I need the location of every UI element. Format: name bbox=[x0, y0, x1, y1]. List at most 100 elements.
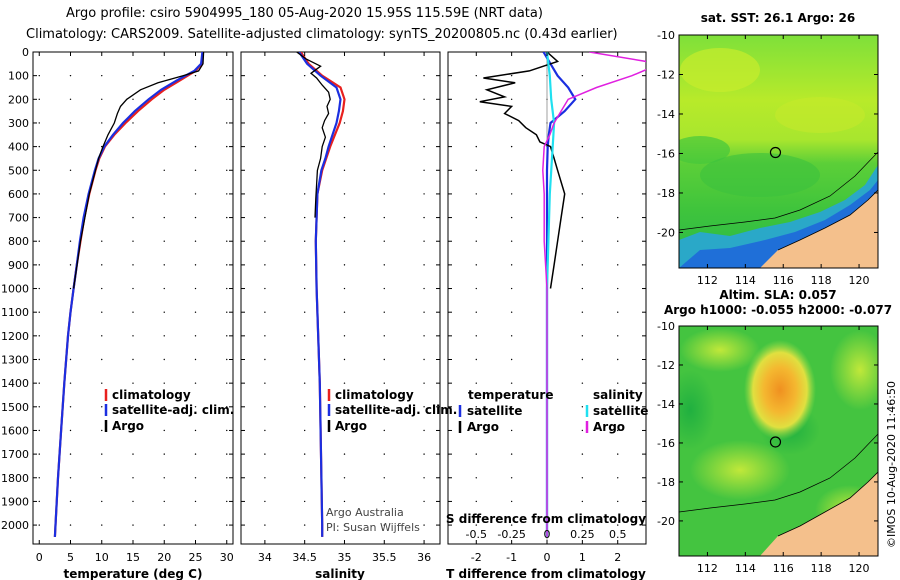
difference-grid-dot bbox=[617, 311, 619, 313]
depth-tick-label: 300 bbox=[8, 117, 29, 130]
temperature-grid-dot bbox=[163, 264, 165, 266]
temperature-grid-dot bbox=[194, 240, 197, 242]
difference-xtick-label: 2 bbox=[614, 551, 621, 564]
temperature-grid-dot bbox=[226, 453, 228, 455]
temperature-grid-dot bbox=[101, 311, 103, 313]
salinity-grid-dot bbox=[423, 264, 425, 266]
salinity-grid-dot bbox=[303, 98, 306, 101]
difference-grid-dot bbox=[617, 240, 619, 242]
temperature-grid-dot bbox=[163, 98, 165, 101]
temperature-xtick-label: 0 bbox=[36, 551, 43, 564]
temperature-grid-dot bbox=[194, 500, 197, 503]
sla-map-ytick-label: -10 bbox=[657, 320, 675, 333]
sla-map-xtick-label: 112 bbox=[697, 562, 718, 575]
salinity-line-satellite-adj--clim- bbox=[298, 52, 342, 537]
temperature-grid-dot bbox=[101, 287, 103, 290]
difference-grid-dot bbox=[581, 500, 584, 503]
salinity-grid-dot bbox=[343, 122, 346, 124]
depth-tick-label: 400 bbox=[8, 141, 29, 154]
difference-grid-dot bbox=[510, 382, 513, 384]
difference-grid-dot bbox=[475, 216, 477, 219]
sla-map-ytick-label: -12 bbox=[657, 359, 675, 372]
difference-grid-dot bbox=[475, 193, 477, 195]
temperature-grid-dot bbox=[194, 74, 197, 77]
temperature-xtick-label: 20 bbox=[157, 551, 171, 564]
temperature-grid-dot bbox=[101, 335, 103, 337]
temperature-grid-dot bbox=[194, 358, 197, 361]
salinity-grid-dot bbox=[423, 335, 425, 337]
salinity-grid-dot bbox=[383, 122, 385, 124]
temperature-grid-dot bbox=[69, 453, 72, 455]
depth-tick-label: 1800 bbox=[1, 472, 29, 485]
temperature-grid-dot bbox=[38, 524, 40, 526]
annotation-line2: PI: Susan Wijffels bbox=[326, 521, 420, 534]
salinity-grid-dot bbox=[264, 145, 266, 148]
depth-tick-label: 1900 bbox=[1, 495, 29, 508]
temperature-grid-dot bbox=[194, 145, 197, 148]
depth-tick-label: 900 bbox=[8, 259, 29, 272]
depth-tick-label: 1000 bbox=[1, 283, 29, 296]
difference-grid-dot bbox=[617, 500, 619, 503]
difference-grid-dot bbox=[510, 193, 513, 195]
temperature-xtick-label: 10 bbox=[95, 551, 109, 564]
temperature-grid-dot bbox=[194, 453, 197, 455]
temperature-xtick-label: 5 bbox=[67, 551, 74, 564]
difference-s-tick-label: -0.25 bbox=[497, 528, 525, 541]
temperature-grid-dot bbox=[163, 382, 165, 384]
difference-grid-dot bbox=[581, 524, 584, 526]
temperature-grid-dot bbox=[132, 216, 134, 219]
temperature-grid-dot bbox=[163, 193, 165, 195]
depth-axis: 0 100 200 300 400 500 600 700 800 900 1000 1100 1200… bbox=[1, 46, 646, 532]
difference-grid-dot bbox=[617, 287, 619, 290]
salinity-xtick-label: 35.5 bbox=[372, 551, 397, 564]
difference-grid-dot bbox=[510, 453, 513, 455]
temperature-grid-dot bbox=[226, 264, 228, 266]
salinity-grid-dot bbox=[423, 122, 425, 124]
legend-label-t-satellite: satellite bbox=[467, 404, 522, 418]
difference-plot bbox=[475, 52, 646, 544]
difference-xtick-label: 0 bbox=[544, 551, 551, 564]
temperature-grid-dot bbox=[69, 264, 72, 266]
depth-tick-label: 1300 bbox=[1, 354, 29, 367]
temperature-grid-dot bbox=[101, 264, 103, 266]
salinity-grid-dot bbox=[383, 240, 385, 242]
legend-label-climatology: climatology bbox=[335, 388, 414, 402]
salinity-grid-dot bbox=[423, 429, 425, 432]
salinity-grid-dot bbox=[383, 169, 385, 171]
temperature-grid-dot bbox=[132, 98, 134, 101]
salinity-grid-dot bbox=[423, 477, 425, 479]
salinity-grid-dot bbox=[264, 240, 266, 242]
difference-grid-dot bbox=[581, 98, 584, 101]
salinity-grid-dot bbox=[343, 264, 346, 266]
depth-tick-label: 2000 bbox=[1, 519, 29, 532]
sst-map-ytick-label: -14 bbox=[657, 108, 675, 121]
temperature-grid-dot bbox=[69, 382, 72, 384]
difference-grid-dot bbox=[617, 74, 619, 77]
sst-map-float-marker bbox=[769, 146, 782, 159]
salinity-grid-dot bbox=[343, 477, 346, 479]
temperature-grid-dot bbox=[101, 382, 103, 384]
temperature-grid-dot bbox=[69, 122, 72, 124]
salinity-grid-dot bbox=[343, 169, 346, 171]
temperature-grid-dot bbox=[226, 358, 228, 361]
temperature-grid-dot bbox=[194, 216, 197, 219]
temperature-grid-dot bbox=[38, 382, 40, 384]
temperature-grid-dot bbox=[101, 477, 103, 479]
difference-grid-dot bbox=[510, 406, 513, 408]
temperature-grid-dot bbox=[38, 406, 40, 408]
temperature-grid-dot bbox=[101, 122, 103, 124]
temperature-grid-dot bbox=[132, 240, 134, 242]
difference-grid-dot bbox=[510, 264, 513, 266]
difference-grid-dot bbox=[581, 74, 584, 77]
difference-grid-dot bbox=[581, 311, 584, 313]
temperature-grid-dot bbox=[163, 453, 165, 455]
difference-grid-dot bbox=[617, 406, 619, 408]
difference-grid-dot bbox=[475, 524, 477, 526]
difference-grid-dot bbox=[475, 74, 477, 77]
salinity-grid-dot bbox=[343, 311, 346, 313]
temperature-grid-dot bbox=[69, 240, 72, 242]
sst-map-ytick-label: -18 bbox=[657, 187, 675, 200]
temperature-xtick-label: 25 bbox=[189, 551, 203, 564]
temperature-grid-dot bbox=[69, 287, 72, 290]
difference-grid-dot bbox=[475, 287, 477, 290]
